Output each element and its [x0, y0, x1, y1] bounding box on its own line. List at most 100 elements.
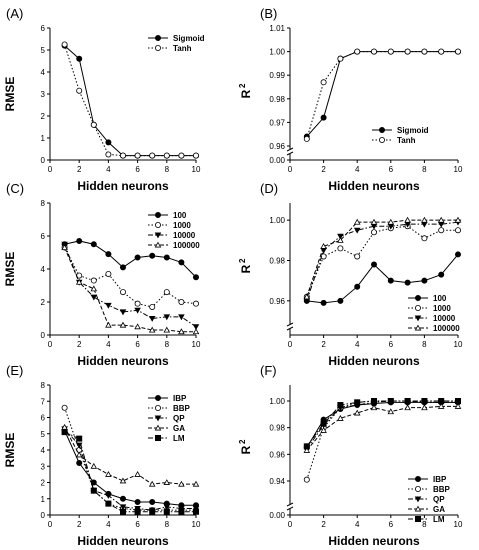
y-axis-label: RMSE	[3, 252, 17, 287]
x-axis-label: Hidden neurons	[328, 534, 420, 548]
data-point	[353, 409, 361, 416]
y-tick-label: 6	[41, 414, 46, 423]
data-point	[105, 151, 112, 158]
data-point	[438, 397, 445, 404]
data-point	[414, 304, 421, 311]
data-point	[105, 270, 112, 277]
data-point	[387, 48, 394, 55]
data-point	[438, 48, 445, 55]
x-tick-label: 8	[165, 520, 170, 529]
data-point	[105, 251, 112, 258]
data-point	[353, 227, 361, 234]
data-point	[370, 48, 377, 55]
legend-label: LM	[173, 434, 185, 443]
panel-label: (C)	[6, 181, 24, 196]
x-axis-label: Hidden neurons	[77, 354, 169, 368]
x-axis-label: Hidden neurons	[328, 354, 420, 368]
series-line	[306, 401, 458, 448]
data-point	[178, 298, 185, 305]
series-line	[64, 45, 196, 157]
data-point	[303, 443, 310, 450]
data-point	[90, 462, 98, 469]
data-point	[154, 221, 161, 228]
data-point	[454, 216, 462, 223]
data-point	[134, 508, 141, 515]
y-tick-label: 1	[41, 495, 46, 504]
data-point	[303, 135, 310, 142]
data-point	[320, 253, 327, 260]
panel-label: (F)	[260, 363, 277, 378]
svg-text:2: 2	[238, 83, 247, 88]
legend-label: 10000	[173, 231, 196, 240]
series-line	[306, 405, 458, 451]
data-point	[414, 485, 421, 492]
data-point	[154, 241, 162, 248]
series-line	[306, 400, 458, 450]
data-point	[154, 232, 162, 239]
data-point	[370, 261, 377, 268]
y-axis-label: RMSE	[3, 433, 17, 468]
data-point	[178, 480, 185, 487]
series-line	[64, 407, 196, 511]
data-point	[414, 324, 422, 331]
data-point	[337, 414, 344, 421]
data-point	[437, 216, 445, 223]
svg-text:RMSE: RMSE	[3, 252, 17, 287]
data-point	[90, 121, 97, 128]
data-point	[437, 402, 445, 409]
data-point	[105, 302, 112, 309]
data-point	[454, 227, 461, 234]
y-tick-label: 5	[41, 430, 46, 439]
data-point	[387, 218, 395, 225]
data-point	[105, 470, 112, 477]
data-point	[134, 300, 141, 307]
series-line	[306, 219, 458, 297]
data-point	[61, 244, 68, 251]
data-point	[454, 48, 461, 55]
data-point	[414, 496, 422, 503]
data-point	[414, 315, 422, 322]
data-point	[75, 451, 83, 458]
axis-break-mark	[286, 147, 294, 152]
data-point	[134, 323, 141, 330]
y-tick-label: 6	[41, 24, 46, 33]
series-line	[64, 247, 196, 333]
y-tick-label: 8	[41, 199, 46, 208]
legend-label: GA	[433, 505, 445, 514]
data-point	[90, 487, 97, 494]
data-point	[163, 314, 171, 321]
series-line	[306, 254, 459, 304]
x-tick-label: 4	[355, 340, 360, 349]
y-axis-label: R2	[238, 258, 253, 273]
legend-label: GA	[173, 424, 185, 433]
data-point	[154, 434, 161, 441]
data-point	[414, 294, 421, 301]
y-tick-label: 0.00	[269, 511, 285, 520]
data-point	[163, 254, 170, 261]
data-point	[163, 152, 170, 159]
data-point	[454, 402, 462, 409]
x-axis-label: Hidden neurons	[328, 179, 420, 193]
axis-break-mark	[286, 322, 294, 327]
svg-text:2: 2	[238, 439, 247, 444]
y-tick-label: 8	[41, 381, 46, 390]
data-point	[119, 309, 127, 316]
data-point	[105, 500, 112, 507]
data-point	[134, 254, 141, 261]
data-point	[134, 498, 141, 505]
series-line	[64, 244, 197, 328]
data-point	[61, 404, 68, 411]
data-point	[134, 152, 141, 159]
y-tick-label: 0.98	[269, 424, 285, 433]
x-tick-label: 4	[355, 165, 360, 174]
legend-label: 100	[173, 211, 187, 220]
x-tick-label: 2	[77, 340, 82, 349]
y-tick-label: 7	[41, 397, 46, 406]
data-point	[354, 399, 361, 406]
y-tick-label: 5	[41, 46, 46, 55]
data-point	[320, 79, 327, 86]
x-tick-label: 8	[422, 520, 427, 529]
data-point	[163, 504, 171, 511]
